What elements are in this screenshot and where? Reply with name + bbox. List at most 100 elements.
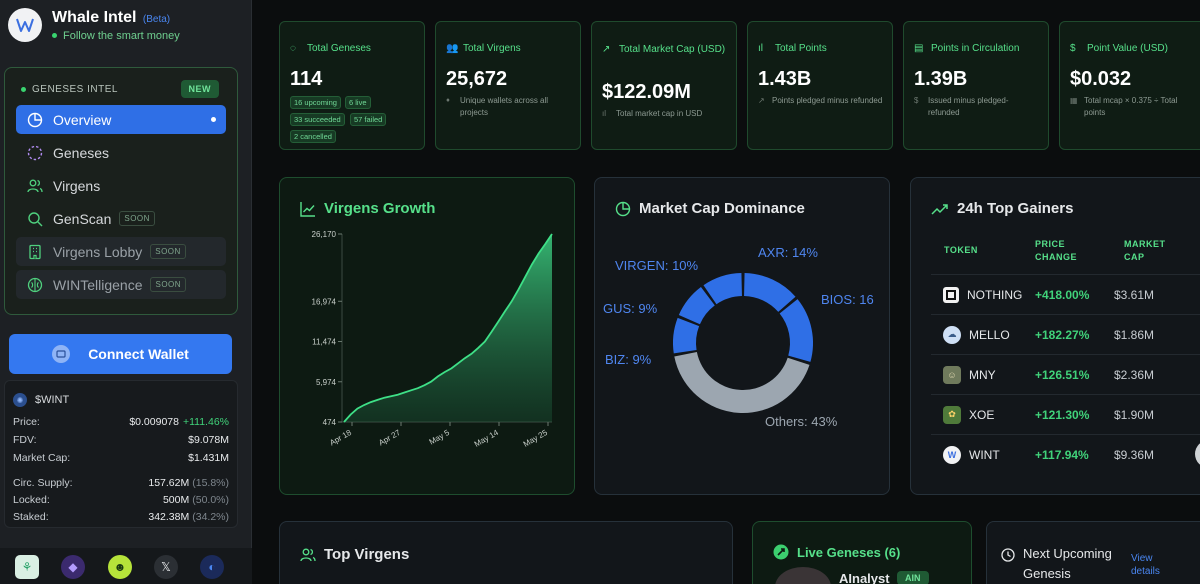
donut-slice[interactable]: [703, 273, 742, 305]
sidebar-item-overview[interactable]: Overview: [16, 105, 226, 134]
sidebar-item-virgens[interactable]: Virgens: [16, 171, 226, 200]
stat-label-text: Total Geneses: [307, 43, 371, 54]
view-details-link[interactable]: View details: [1131, 553, 1160, 577]
x-tick-label: Apr 18: [328, 428, 353, 448]
token-row-staked: Staked: 342.38M (34.2%): [13, 511, 229, 523]
token-locked-pct: (50.0%): [192, 494, 229, 506]
arrow-up-icon: ↗: [758, 96, 765, 105]
growth-series-line: [343, 233, 553, 423]
tagline: Follow the smart money: [63, 29, 180, 42]
donut-slice[interactable]: [678, 287, 715, 325]
stat-sub-text: Issued minus pledged-refunded: [928, 96, 1009, 117]
donut-slice[interactable]: [779, 299, 813, 362]
stat-sub: $ Issued minus pledged-refunded: [914, 95, 1040, 119]
building-icon: [26, 243, 44, 261]
panel-title-text: Top Virgens: [324, 546, 410, 563]
stat-card-total-points: ıl Total Points 1.43B ↗ Points pledged min…: [747, 21, 893, 150]
brand[interactable]: Whale Intel (Beta) Follow the smart mone…: [8, 8, 180, 42]
stat-label: 👥 Total Virgens: [446, 42, 574, 55]
sidebar-item-wintelligence[interactable]: WINTelligence SOON: [16, 270, 226, 299]
donut-slice-label: GUS: 9%: [603, 301, 658, 316]
column-header-token: TOKEN: [944, 245, 978, 255]
genesis-name[interactable]: AInalyst: [839, 571, 890, 584]
genesis-ticker-badge: AIN: [897, 571, 929, 584]
wallet-icon: [52, 345, 71, 363]
token-staked-pct: (34.2%): [192, 511, 229, 523]
active-indicator-icon: [211, 117, 216, 122]
token-row-label: Market Cap:: [13, 452, 71, 464]
price-change: +117.94%: [1035, 447, 1089, 462]
scroll-right-button[interactable]: [1195, 440, 1200, 468]
column-header-price-change: PRICE CHANGE: [1035, 239, 1078, 262]
rocket-icon: [773, 544, 789, 560]
donut-clip: AXR: 14% BIOS: 16 Others: 43% BIZ: 9% GUS: 9…: [595, 178, 891, 496]
panel-title: Top Virgens: [300, 546, 409, 563]
stat-value: $122.09M: [602, 81, 691, 103]
sidebar-item-geneses[interactable]: Geneses: [16, 138, 226, 167]
sprout-link-icon[interactable]: ⚘: [15, 555, 39, 579]
sidebar-item-genscan[interactable]: GenScan SOON: [16, 204, 226, 233]
pie-chart-icon: [26, 111, 44, 129]
users-icon: [26, 177, 44, 195]
base-link-icon[interactable]: ◐: [200, 555, 224, 579]
token-row-fdv: FDV: $9.078M: [13, 434, 229, 446]
stat-label: ◌ Total Geneses: [290, 42, 418, 55]
mny-token-icon: ☺: [943, 365, 961, 384]
table-row[interactable]: W WINT +117.94% $9.36M: [931, 434, 1200, 474]
y-tick-label: 11,474: [312, 338, 336, 347]
stat-sub: ꔷ Unique wallets across all projects: [446, 95, 572, 119]
xoe-token-icon: ✿: [943, 405, 961, 424]
top-gainers-panel: 24h Top Gainers TOKEN PRICE CHANGE MARKE…: [910, 177, 1200, 495]
stat-sub: ıl Total market cap in USD: [602, 108, 728, 120]
table-row[interactable]: ✿ XOE +121.30% $1.90M: [931, 394, 1200, 434]
token-name: WINT: [969, 447, 1000, 462]
beta-label: (Beta): [142, 13, 171, 25]
market-cap-dominance-panel: Market Cap Dominance AXR: 14% BIOS: 16 Oth…: [594, 177, 890, 495]
stat-label-text: Total Points: [775, 43, 827, 54]
donut-slice[interactable]: [744, 273, 796, 312]
token-row-label: Locked:: [13, 494, 50, 506]
panel-title-text: Live Geneses (6): [797, 544, 901, 560]
stat-value: 1.43B: [758, 68, 812, 90]
token-header: ✺ $WINT: [13, 393, 69, 407]
donut-slice[interactable]: [673, 317, 700, 354]
clock-icon: [1001, 548, 1015, 567]
token-row-label: Price:: [13, 416, 40, 428]
donut-slice-label: BIOS: 16: [821, 292, 874, 307]
stat-card-points-in-circulation: ▤ Points in Circulation 1.39B $ Issued min…: [903, 21, 1049, 150]
wint-token-icon: W: [943, 445, 961, 464]
stat-label: $ Point Value (USD): [1070, 42, 1200, 55]
donut-slice-label: AXR: 14%: [758, 245, 818, 260]
stat-value: 25,672: [446, 68, 508, 90]
new-badge: NEW: [180, 80, 219, 98]
document-icon: ▤: [914, 43, 924, 54]
brain-icon: [26, 276, 44, 294]
token-price-value: $0.009078: [129, 416, 179, 428]
table-row[interactable]: NOTHING +418.00% $3.61M: [931, 274, 1200, 314]
chip-upcoming: 16 upcoming: [290, 96, 341, 109]
frog-link-icon[interactable]: ☻: [108, 555, 132, 579]
stat-label: ↗ Total Market Cap (USD): [602, 43, 730, 56]
stat-label-text: Total Market Cap (USD): [619, 44, 726, 55]
geneses-intel-section: GENESES INTEL NEW Overview Geneses Virge…: [4, 67, 238, 315]
stat-label-text: Total Virgens: [463, 43, 521, 54]
dollar-icon: $: [1070, 43, 1076, 54]
connect-wallet-button[interactable]: Connect Wallet: [9, 334, 232, 374]
table-row[interactable]: ☁ MELLO +182.27% $1.86M: [931, 314, 1200, 354]
stat-label: ▤ Points in Circulation: [914, 42, 1042, 55]
donut-slice[interactable]: [674, 352, 810, 413]
next-upcoming-panel: Next Upcoming Genesis View details: [986, 521, 1200, 584]
sidebar-item-virgens-lobby[interactable]: Virgens Lobby SOON: [16, 237, 226, 266]
chip-cancelled: 2 cancelled: [290, 130, 336, 143]
brand-text: Whale Intel (Beta) Follow the smart mone…: [52, 9, 180, 42]
x-link-icon[interactable]: 𝕏: [154, 555, 178, 579]
bar-chart-icon: ıl: [602, 109, 606, 118]
table-row[interactable]: ☺ MNY +126.51% $2.36M: [931, 354, 1200, 394]
sidebar-item-label: GenScan: [53, 210, 112, 227]
gem-link-icon[interactable]: ◆: [61, 555, 85, 579]
stat-card-point-value: $ Point Value (USD) $0.032 ▦ Total mcap × …: [1059, 21, 1200, 150]
donut-slice-label: BIZ: 9%: [605, 352, 652, 367]
price-change: +126.51%: [1035, 367, 1090, 382]
token-price-change: +111.46%: [182, 416, 229, 428]
donut-slice-label: Others: 43%: [765, 414, 838, 429]
